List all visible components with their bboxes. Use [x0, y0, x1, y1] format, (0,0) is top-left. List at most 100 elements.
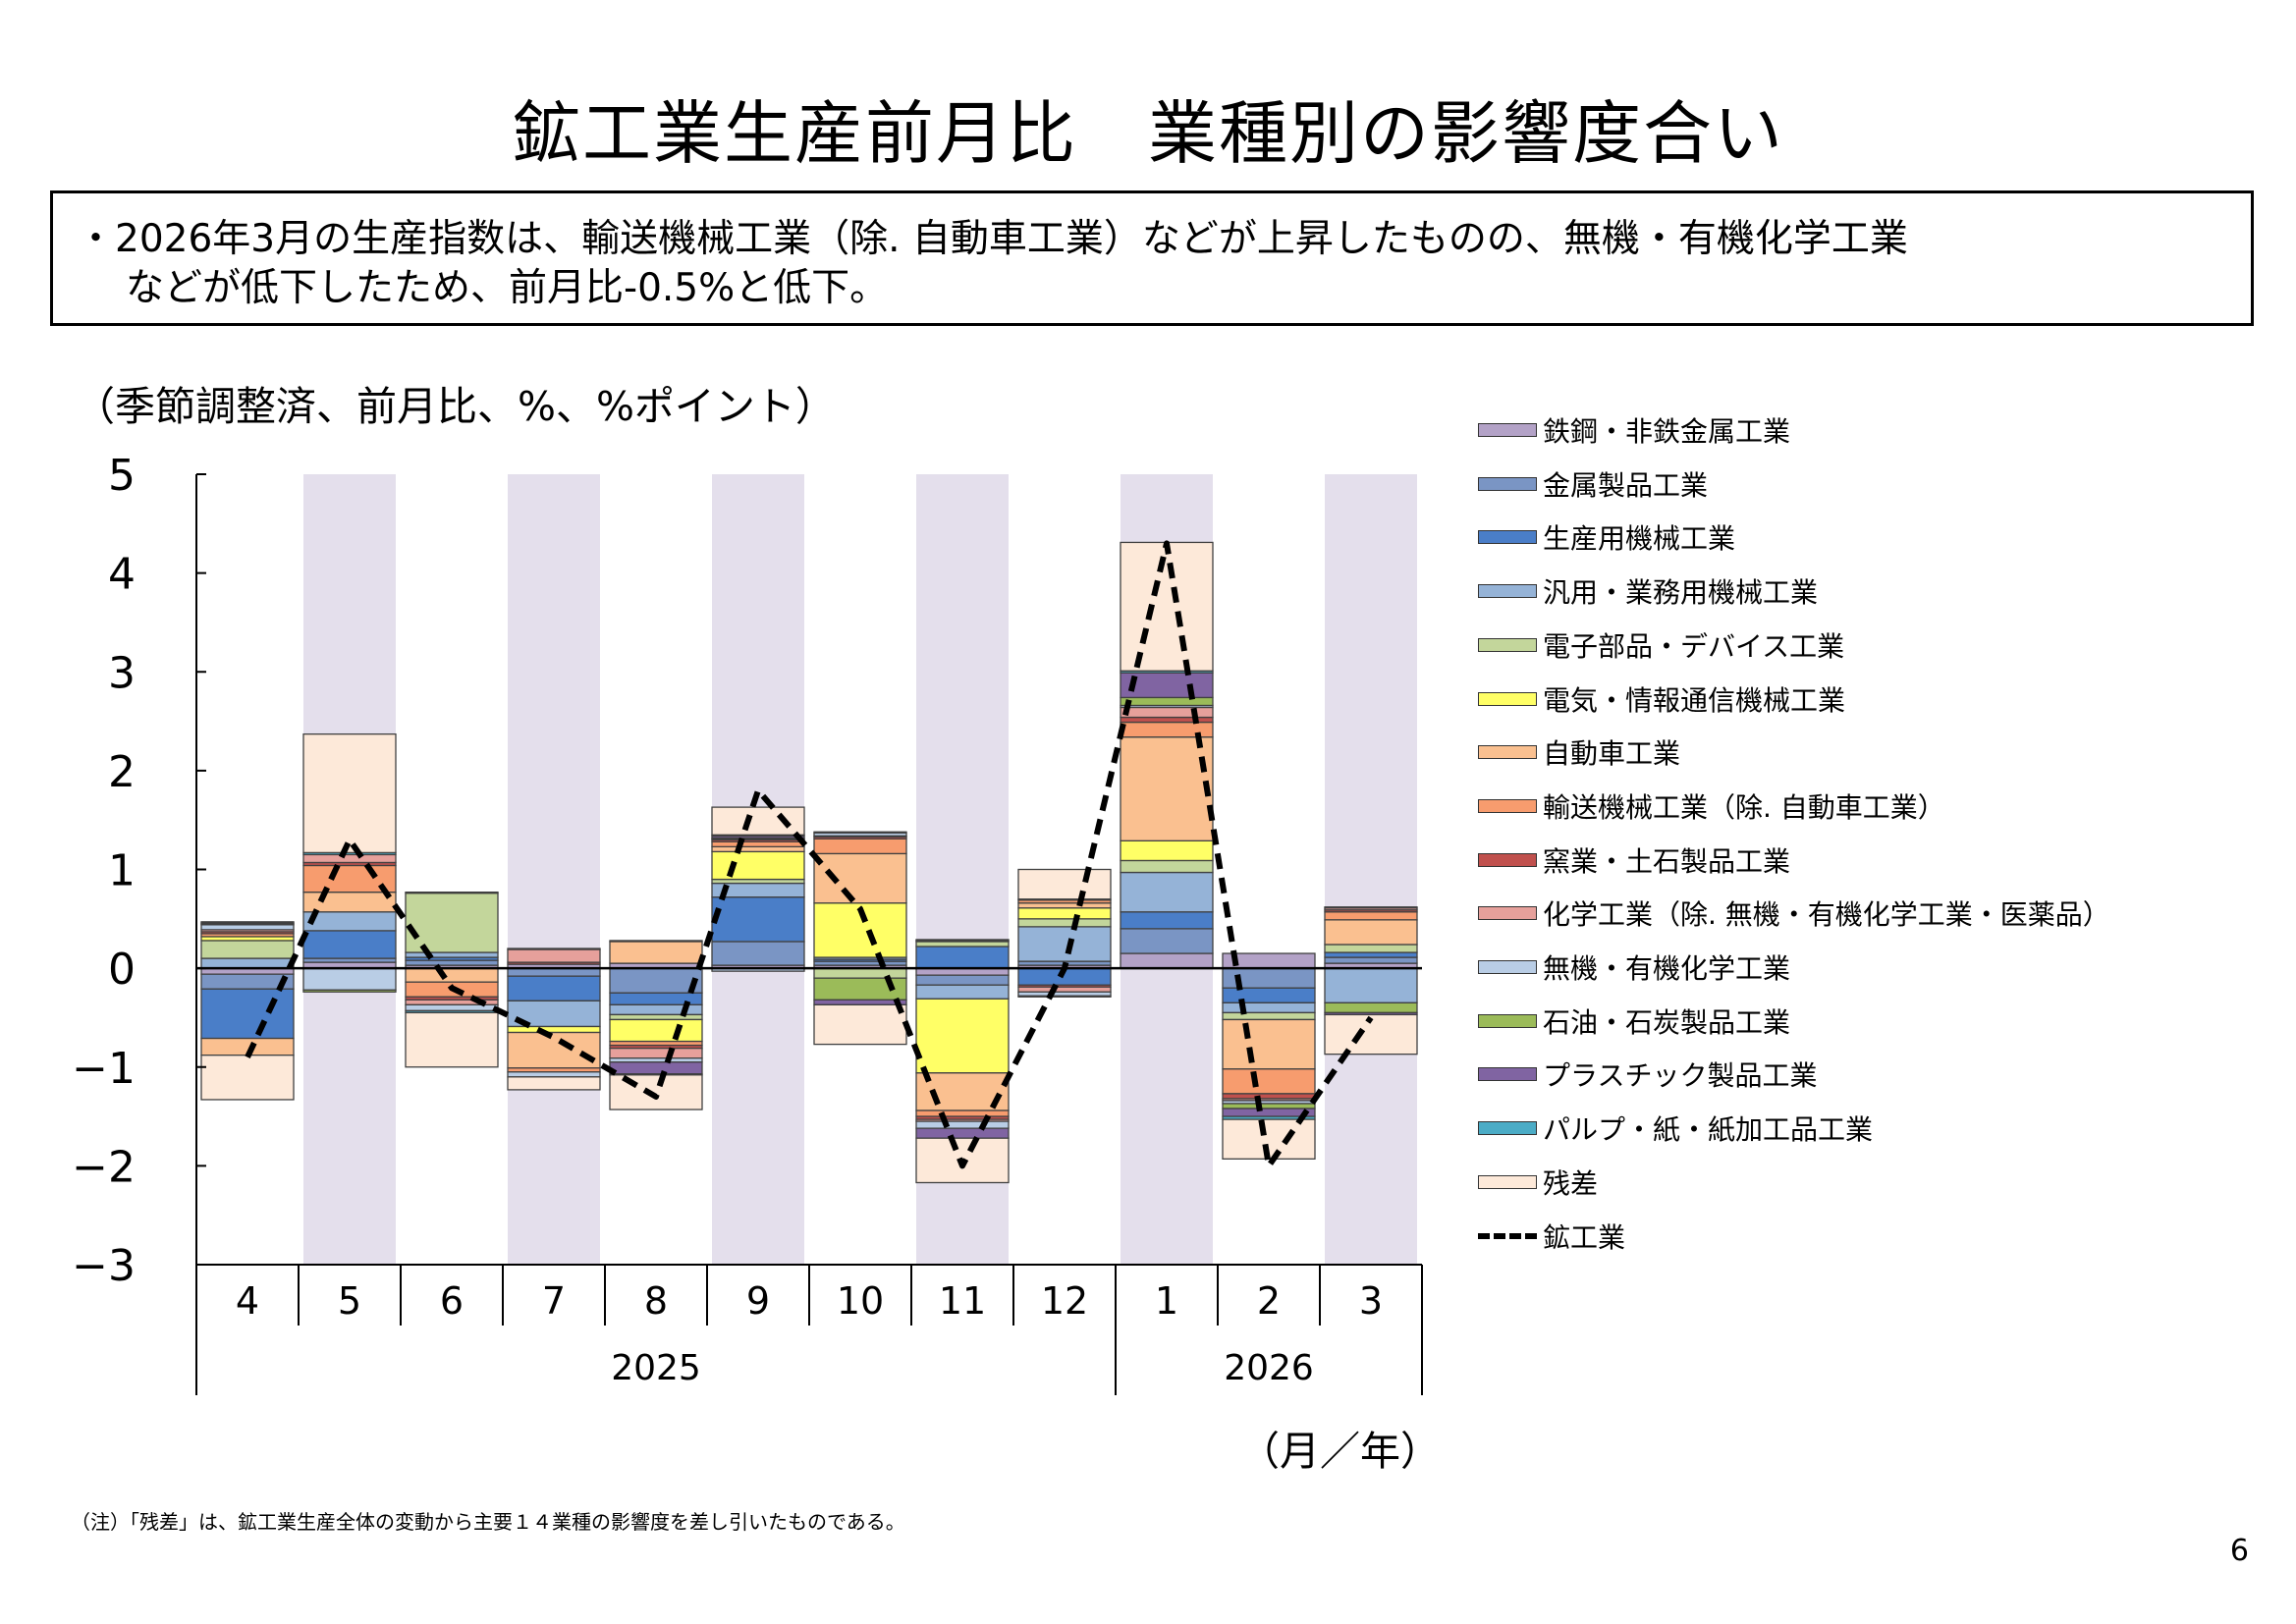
- bar-segment: [1017, 868, 1112, 900]
- bar-segment: [302, 732, 397, 854]
- bar-segment: [1017, 902, 1112, 909]
- bar-segment: [302, 853, 397, 864]
- bar-segment: [405, 959, 499, 966]
- legend-swatch: [1478, 906, 1537, 921]
- legend-swatch: [1478, 745, 1537, 760]
- legend-swatch: [1478, 1013, 1537, 1028]
- page-title: 鉱工業生産前月比 業種別の影響度合い: [512, 93, 1784, 174]
- bar-segment: [1120, 952, 1214, 969]
- legend-label: 電気・情報通信機械工業: [1543, 683, 1846, 717]
- bar-segment: [200, 988, 295, 1040]
- bar-segment: [711, 845, 805, 853]
- bar-segment: [609, 967, 703, 994]
- bar-segment: [302, 930, 397, 959]
- bar-segment: [507, 1000, 601, 1028]
- bar-segment: [1120, 696, 1214, 707]
- bar-segment: [609, 1047, 703, 1059]
- bar-segment: [1324, 944, 1418, 953]
- legend-label: 化学工業（除. 無機・有機化学工業・医薬品）: [1543, 898, 2110, 932]
- bar-segment: [813, 967, 907, 979]
- bar-segment: [507, 1076, 601, 1091]
- legend-label: プラスチック製品工業: [1543, 1059, 1818, 1093]
- legend-label: 無機・有機化学工業: [1543, 952, 1791, 985]
- bar-segment: [1120, 871, 1214, 913]
- legend-item: 鉄鋼・非鉄金属工業: [1478, 410, 1790, 450]
- bar-segment: [1324, 906, 1418, 909]
- legend-item: 残差: [1478, 1163, 1598, 1202]
- legend-label: 残差: [1543, 1166, 1599, 1200]
- page-number: 6: [2229, 1534, 2249, 1568]
- y-tick-label: 4: [108, 550, 136, 600]
- legend-item: 自動車工業: [1478, 732, 1680, 772]
- summary-line-1: ・2026年3月の生産指数は、輸送機械工業（除. 自動車工業）などが上昇したもの…: [77, 217, 1908, 261]
- x-tick-label: 8: [644, 1279, 668, 1323]
- legend-swatch: [1478, 476, 1537, 491]
- legend-item: 金属製品工業: [1478, 464, 1708, 504]
- total-line-series: [245, 540, 1374, 1169]
- bar-segment: [507, 975, 601, 1001]
- bar-segment: [1222, 1011, 1316, 1021]
- bar-segment: [1120, 736, 1214, 841]
- bar-segment: [1222, 1093, 1316, 1100]
- bar-segment: [200, 921, 295, 924]
- legend-item: 石油・石炭製品工業: [1478, 1001, 1790, 1041]
- bar-segment: [813, 831, 907, 834]
- y-tick-label: 1: [108, 846, 136, 896]
- legend-label: 鉱工業: [1543, 1220, 1626, 1254]
- y-tick-label: 3: [108, 648, 136, 698]
- bar-segment: [915, 1127, 1010, 1139]
- legend-label: 窯業・土石製品工業: [1543, 844, 1791, 878]
- legend-label: 金属製品工業: [1543, 468, 1709, 502]
- bar-segment: [507, 947, 601, 950]
- legend-item: 窯業・土石製品工業: [1478, 840, 1790, 880]
- bar-segment: [1120, 928, 1214, 954]
- bar-segment: [915, 998, 1010, 1074]
- bar-segment: [711, 850, 805, 881]
- legend-swatch: [1478, 530, 1537, 545]
- bar-segment: [405, 967, 499, 983]
- bar-segment: [200, 1055, 295, 1101]
- bar-segment: [200, 924, 295, 931]
- bar-segment: [1017, 907, 1112, 920]
- bar-segment: [609, 941, 703, 964]
- y-tick-label: −3: [72, 1241, 136, 1291]
- x-tick-label: 4: [236, 1279, 259, 1323]
- shade-band: [508, 474, 600, 1265]
- legend-swatch: [1478, 798, 1537, 813]
- legend-label: 汎用・業務用機械工業: [1543, 576, 1819, 610]
- x-axis-unit-label: （月／年）: [1239, 1428, 1441, 1475]
- legend-label: 自動車工業: [1543, 737, 1681, 771]
- summary-box: ・2026年3月の生産指数は、輸送機械工業（除. 自動車工業）などが上昇したもの…: [50, 190, 2254, 326]
- legend-label: 石油・石炭製品工業: [1543, 1005, 1791, 1039]
- bar-segment: [1222, 1068, 1316, 1095]
- bar-segment: [1017, 986, 1112, 993]
- x-tick-label: 1: [1155, 1279, 1178, 1323]
- legend-item: 生産用機械工業: [1478, 517, 1735, 557]
- legend-line-swatch: [1478, 1232, 1537, 1239]
- bar-segment: [200, 940, 295, 959]
- legend-label: 電子部品・デバイス工業: [1543, 629, 1845, 663]
- x-tick-label: 2: [1257, 1279, 1281, 1323]
- bar-segment: [405, 893, 499, 953]
- bar-segment: [507, 1071, 601, 1078]
- bar-segment: [1017, 995, 1112, 998]
- y-tick-label: 0: [108, 945, 136, 995]
- legend-swatch: [1478, 423, 1537, 437]
- bar-segment: [609, 940, 703, 943]
- y-tick-label: −1: [72, 1044, 136, 1094]
- bar-segment: [507, 1031, 601, 1069]
- legend-swatch: [1478, 1067, 1537, 1082]
- bar-segment: [1222, 987, 1316, 1003]
- bar-segment: [1120, 911, 1214, 930]
- bar-segment: [405, 951, 499, 958]
- bar-segment: [711, 806, 805, 836]
- bar-segment: [915, 946, 1010, 969]
- bar-segment: [302, 891, 397, 913]
- bar-segment: [405, 1011, 499, 1068]
- bar-segment: [1324, 967, 1418, 1003]
- legend-label: 輸送機械工業（除. 自動車工業）: [1543, 790, 1945, 824]
- bar-segment: [1324, 919, 1418, 946]
- bar-segment: [813, 999, 907, 1006]
- bar-segment: [711, 941, 805, 966]
- bar-segment: [609, 1061, 703, 1075]
